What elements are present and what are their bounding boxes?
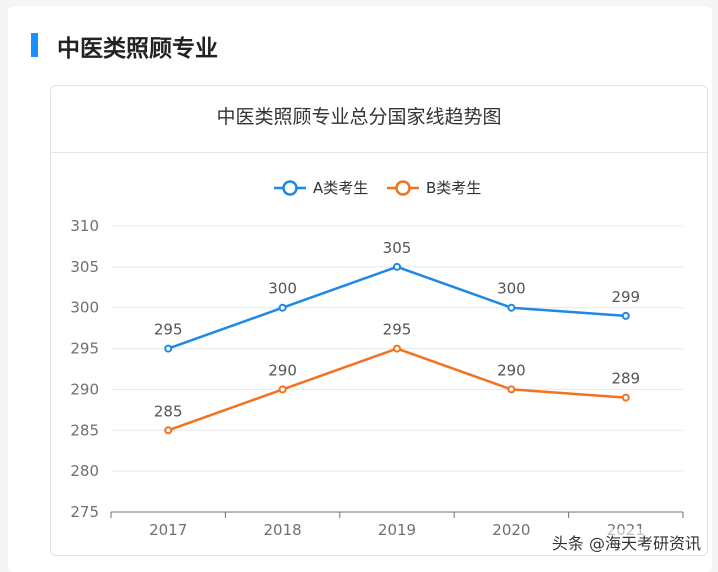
x-tick-label: 2017 [149,521,187,539]
data-label: 295 [383,321,412,339]
y-tick-label: 295 [70,340,99,358]
y-tick-label: 310 [70,217,99,235]
heading-accent-bar [31,33,38,57]
chart-card [50,85,708,556]
data-point [164,344,173,353]
y-tick-label: 305 [70,258,99,276]
data-label: 300 [268,280,297,298]
chart-title: 中医类照顾专业总分国家线趋势图 [216,106,502,128]
y-tick-label: 300 [70,299,99,317]
data-label: 299 [611,288,640,306]
legend-label: A类考生 [313,179,368,197]
data-label: 295 [154,321,183,339]
y-tick-label: 290 [70,380,99,398]
data-point [393,344,401,353]
data-label: 285 [154,402,183,420]
y-tick-label: 275 [70,503,99,521]
legend-marker [282,180,298,196]
watermark: 头条 @海天考研资讯 [548,529,704,555]
data-point [393,262,401,271]
y-tick-label: 285 [70,421,99,439]
data-point [507,385,516,394]
data-point [507,303,516,312]
chart-title-divider [51,152,707,153]
data-point [164,426,173,435]
x-tick-label: 2020 [492,521,530,539]
section-heading: 中医类照顾专业 [57,36,218,62]
data-point [621,311,630,320]
data-point [278,303,287,312]
x-tick-label: 2018 [264,521,302,539]
data-label: 289 [611,370,640,388]
data-label: 290 [497,361,526,379]
legend-label: B类考生 [426,179,481,197]
data-label: 300 [497,280,526,298]
data-point [278,385,287,394]
data-label: 305 [383,239,412,257]
data-label: 290 [268,361,297,379]
x-tick-label: 2019 [378,521,416,539]
legend-marker [395,180,411,196]
y-tick-label: 280 [70,462,99,480]
data-point [621,393,630,402]
